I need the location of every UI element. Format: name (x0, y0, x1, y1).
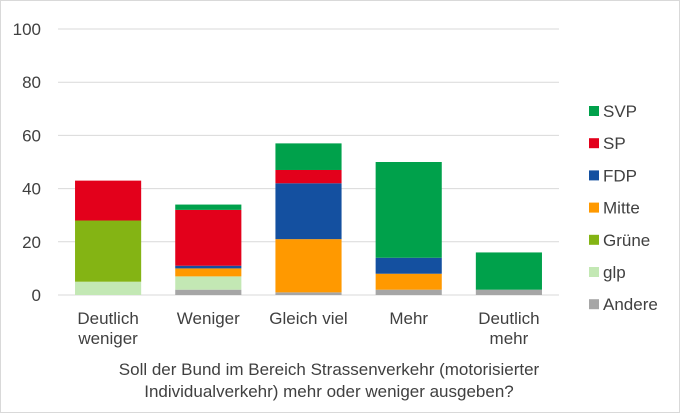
bar-glp-1 (175, 276, 242, 290)
legend-label-grüne: Grüne (603, 231, 650, 250)
bar-svp-1 (175, 204, 242, 210)
legend-swatch-sp (589, 138, 599, 149)
legend-label-svp: SVP (603, 102, 637, 121)
y-tick-label-60: 60 (22, 126, 41, 145)
legend: SVP SP FDP Mitte Grüne glp Andere (589, 102, 658, 314)
bar-andere-2 (275, 292, 342, 295)
bar-sp-0 (75, 180, 142, 221)
y-tick-label-80: 80 (22, 73, 41, 92)
category-label-0-0: Deutlich (77, 309, 138, 328)
category-label-3-0: Mehr (389, 309, 428, 328)
legend-label-glp: glp (603, 263, 626, 282)
bar-svp-2 (275, 143, 342, 170)
bar-andere-4 (475, 289, 542, 295)
legend-label-andere: Andere (603, 295, 658, 314)
bar-andere-3 (375, 289, 442, 295)
legend-swatch-mitte (589, 202, 599, 213)
legend-swatch-svp (589, 106, 599, 116)
bar-mitte-3 (375, 273, 442, 290)
y-tick-label-100: 100 (13, 20, 41, 39)
bar-fdp-1 (175, 265, 242, 269)
y-axis-tick-labels: 0 20 40 60 80 100 (13, 20, 41, 305)
legend-label-sp: SP (603, 134, 626, 153)
bar-svp-3 (375, 162, 442, 258)
legend-label-fdp: FDP (603, 166, 637, 185)
legend-swatch-fdp (589, 170, 599, 181)
x-axis-title-line-1: Soll der Bund im Bereich Strassenverkehr… (119, 360, 540, 379)
legend-swatch-andere (589, 299, 599, 310)
category-label-4-1: mehr (490, 329, 529, 348)
legend-label-mitte: Mitte (603, 199, 640, 218)
category-label-1-0: Weniger (177, 309, 240, 328)
bar-fdp-3 (375, 257, 442, 274)
bar-glp-0 (75, 281, 142, 295)
y-tick-label-20: 20 (22, 233, 41, 252)
y-tick-label-40: 40 (22, 180, 41, 199)
legend-swatch-grüne (589, 234, 599, 245)
bar-mitte-2 (275, 239, 342, 293)
bar-sp-2 (275, 169, 342, 184)
bar-sp-1 (175, 209, 242, 266)
bar-grüne-0 (75, 220, 142, 282)
bar-mitte-1 (175, 268, 242, 277)
y-tick-label-0: 0 (32, 286, 41, 305)
bars (75, 143, 542, 295)
category-label-4-0: Deutlich (478, 309, 539, 328)
category-label-2-0: Gleich viel (269, 309, 347, 328)
x-axis-title-line-2: Individualverkehr) mehr oder weniger aus… (144, 382, 514, 401)
legend-swatch-glp (589, 267, 599, 277)
category-label-0-1: weniger (77, 329, 138, 348)
bar-andere-1 (175, 289, 242, 295)
bar-svp-4 (475, 252, 542, 290)
bar-fdp-2 (275, 183, 342, 240)
